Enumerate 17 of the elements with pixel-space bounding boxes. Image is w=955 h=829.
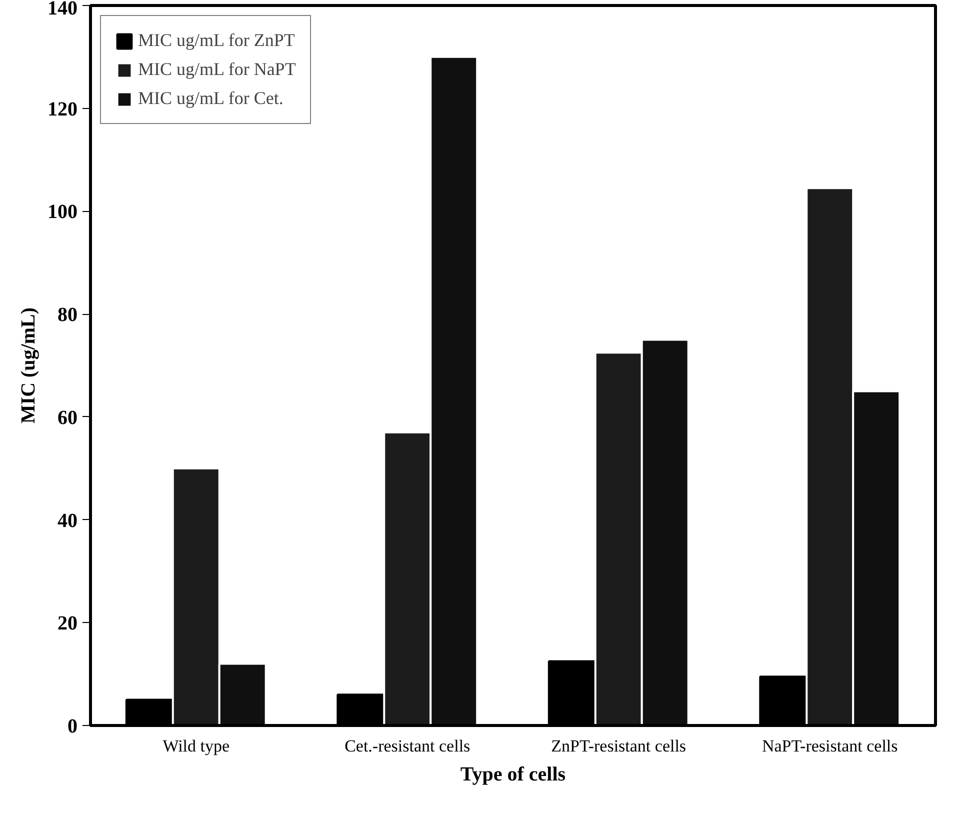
y-tick-label: 100 [48, 201, 78, 224]
y-tick-label: 120 [48, 98, 78, 120]
y-tick-label: 0 [68, 716, 78, 738]
legend-label: MIC ug/mL for ZnPT [138, 30, 295, 51]
y-axis-title: MIC (ug/mL) [18, 307, 40, 424]
x-tick-label: Wild type [162, 736, 230, 756]
y-tick-label: 140 [48, 0, 78, 20]
y-tick-label: 80 [58, 304, 78, 326]
x-tick-label: ZnPT-resistant cells [551, 736, 686, 756]
legend-label: MIC ug/mL for NaPT [138, 59, 296, 80]
x-tick-label: NaPT-resistant cells [762, 736, 898, 756]
y-tick-label: 60 [58, 406, 78, 429]
x-axis-title: Type of cells [460, 764, 566, 786]
y-tick-label: 40 [58, 510, 78, 532]
x-tick-label: Cet.-resistant cells [344, 736, 470, 756]
legend-label: MIC ug/mL for Cet. [138, 88, 284, 109]
y-tick-label: 20 [58, 612, 78, 635]
